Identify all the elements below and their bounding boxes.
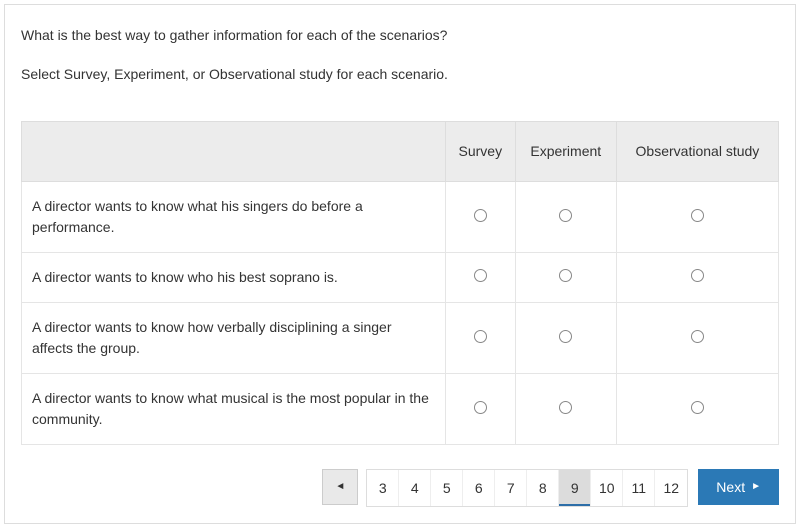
next-button[interactable]: Next ►	[698, 469, 779, 505]
col-header-experiment: Experiment	[515, 122, 616, 182]
radio-r2-experiment[interactable]	[559, 330, 572, 343]
page-number[interactable]: 6	[463, 470, 495, 506]
scenario-label: A director wants to know who his best so…	[22, 252, 446, 302]
chevron-left-icon: ◄	[335, 481, 345, 492]
page-number[interactable]: 7	[495, 470, 527, 506]
page-number[interactable]: 3	[367, 470, 399, 506]
page-number[interactable]: 5	[431, 470, 463, 506]
radio-r1-experiment[interactable]	[559, 269, 572, 282]
radio-r0-observational[interactable]	[691, 209, 704, 222]
radio-r1-observational[interactable]	[691, 269, 704, 282]
page-number-active[interactable]: 9	[559, 470, 591, 506]
prev-button[interactable]: ◄	[322, 469, 358, 505]
radio-r2-observational[interactable]	[691, 330, 704, 343]
page-number[interactable]: 4	[399, 470, 431, 506]
radio-r3-survey[interactable]	[474, 401, 487, 414]
radio-r0-experiment[interactable]	[559, 209, 572, 222]
radio-r2-survey[interactable]	[474, 330, 487, 343]
radio-r0-survey[interactable]	[474, 209, 487, 222]
table-row: A director wants to know what musical is…	[22, 373, 779, 444]
table-row: A director wants to know what his singer…	[22, 181, 779, 252]
scenario-label: A director wants to know what musical is…	[22, 373, 446, 444]
page-number[interactable]: 8	[527, 470, 559, 506]
page-number-list: 3 4 5 6 7 8 9 10 11 12	[366, 469, 688, 507]
scenario-label: A director wants to know how verbally di…	[22, 302, 446, 373]
pagination: ◄ 3 4 5 6 7 8 9 10 11 12 Next ►	[21, 469, 779, 507]
radio-r1-survey[interactable]	[474, 269, 487, 282]
page-number[interactable]: 10	[591, 470, 623, 506]
question-text: What is the best way to gather informati…	[21, 25, 779, 46]
next-label: Next	[716, 479, 745, 495]
instruction-text: Select Survey, Experiment, or Observatio…	[21, 64, 779, 85]
radio-r3-experiment[interactable]	[559, 401, 572, 414]
chevron-right-icon: ►	[751, 481, 761, 492]
table-row: A director wants to know how verbally di…	[22, 302, 779, 373]
col-header-observational: Observational study	[616, 122, 778, 182]
scenario-table: Survey Experiment Observational study A …	[21, 121, 779, 445]
scenario-label: A director wants to know what his singer…	[22, 181, 446, 252]
empty-header	[22, 122, 446, 182]
table-row: A director wants to know who his best so…	[22, 252, 779, 302]
radio-r3-observational[interactable]	[691, 401, 704, 414]
col-header-survey: Survey	[445, 122, 515, 182]
page-number[interactable]: 11	[623, 470, 655, 506]
page-number[interactable]: 12	[655, 470, 687, 506]
question-card: What is the best way to gather informati…	[4, 4, 796, 524]
